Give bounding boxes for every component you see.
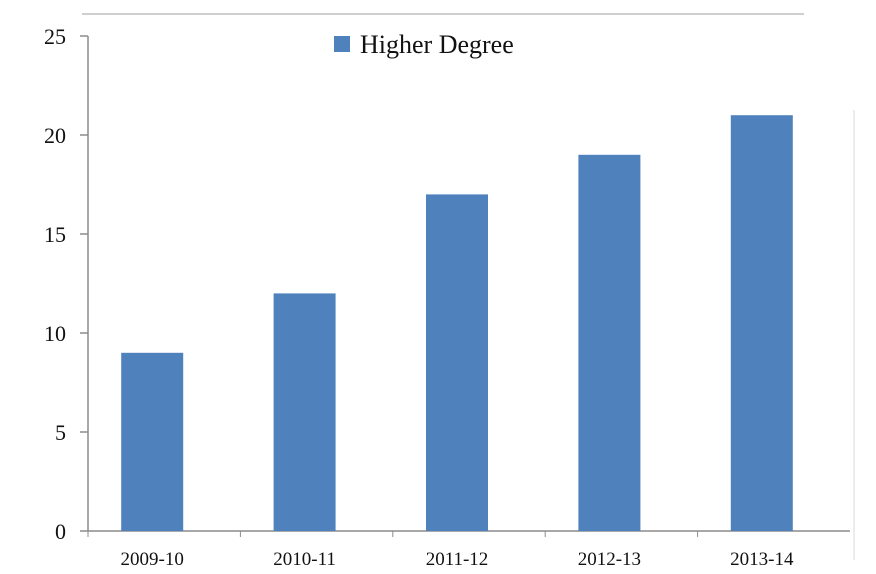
x-axis: 2009-10 2010-11 2011-12 2012-13 2013-14 xyxy=(87,530,850,570)
x-tick-label: 2009-10 xyxy=(121,549,184,570)
x-tick-label: 2011-12 xyxy=(426,549,489,570)
x-tick-label: 2012-13 xyxy=(578,549,641,570)
y-axis: 0 5 10 15 20 25 xyxy=(44,24,89,544)
bars xyxy=(121,115,793,532)
y-tick-label: 5 xyxy=(55,420,66,445)
bar-2011-12 xyxy=(426,194,488,531)
x-tick-label: 2013-14 xyxy=(730,549,794,570)
y-tick-label: 0 xyxy=(55,519,66,544)
y-tick-label: 20 xyxy=(44,123,66,148)
y-tick-label: 15 xyxy=(44,222,66,247)
legend: Higher Degree xyxy=(334,30,514,59)
y-tick-label: 25 xyxy=(44,24,66,49)
bar-2009-10 xyxy=(121,352,184,531)
bar-2010-11 xyxy=(273,293,336,531)
bar-2012-13 xyxy=(578,154,641,532)
bar-2013-14 xyxy=(730,115,793,531)
legend-swatch xyxy=(334,36,350,52)
y-tick-label: 10 xyxy=(44,321,66,346)
legend-label: Higher Degree xyxy=(360,30,514,59)
x-tick-label: 2010-11 xyxy=(273,549,336,570)
